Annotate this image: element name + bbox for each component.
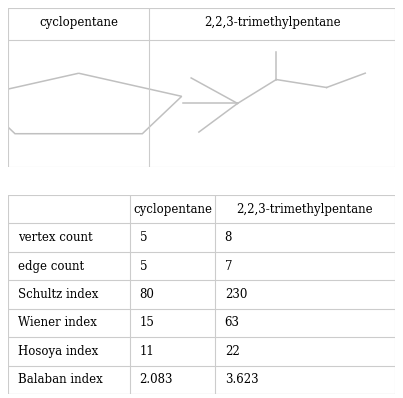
Text: 22: 22 bbox=[225, 345, 239, 358]
Text: Wiener index: Wiener index bbox=[18, 316, 97, 330]
Text: 2,2,3-trimethylpentane: 2,2,3-trimethylpentane bbox=[204, 16, 341, 29]
Text: Schultz index: Schultz index bbox=[18, 288, 98, 301]
Text: 5: 5 bbox=[139, 259, 147, 273]
Text: 15: 15 bbox=[139, 316, 154, 330]
Text: 5: 5 bbox=[139, 231, 147, 244]
Text: 230: 230 bbox=[225, 288, 247, 301]
Text: vertex count: vertex count bbox=[18, 231, 92, 244]
Text: cyclopentane: cyclopentane bbox=[133, 203, 212, 216]
Text: cyclopentane: cyclopentane bbox=[39, 16, 118, 29]
Text: 3.623: 3.623 bbox=[225, 373, 258, 386]
Text: 2.083: 2.083 bbox=[139, 373, 173, 386]
Text: 80: 80 bbox=[139, 288, 154, 301]
Text: 2,2,3-trimethylpentane: 2,2,3-trimethylpentane bbox=[237, 203, 373, 216]
Text: Hosoya index: Hosoya index bbox=[18, 345, 98, 358]
Text: 8: 8 bbox=[225, 231, 232, 244]
Text: 63: 63 bbox=[225, 316, 240, 330]
Text: 11: 11 bbox=[139, 345, 154, 358]
Text: Balaban index: Balaban index bbox=[18, 373, 102, 386]
Text: 7: 7 bbox=[225, 259, 232, 273]
Text: edge count: edge count bbox=[18, 259, 84, 273]
